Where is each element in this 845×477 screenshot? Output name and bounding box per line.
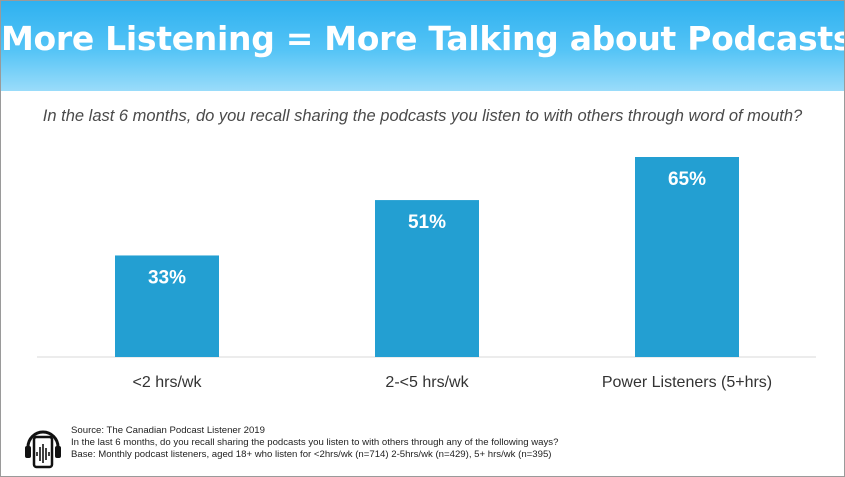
footnote-question: In the last 6 months, do you recall shar…	[71, 437, 559, 448]
category-label-2: 2-<5 hrs/wk	[385, 374, 469, 391]
bar-value-label-1: 33%	[148, 267, 186, 288]
footnote: Source: The Canadian Podcast Listener 20…	[71, 425, 558, 461]
footnote-base: Base: Monthly podcast listeners, aged 18…	[71, 449, 552, 460]
bar-value-label-2: 51%	[408, 212, 446, 233]
footnote-source: Source: The Canadian Podcast Listener 20…	[71, 425, 265, 436]
bar-2	[375, 200, 479, 357]
bar-3	[635, 157, 739, 357]
category-label-1: <2 hrs/wk	[133, 374, 203, 391]
slide-title: More Listening = More Talking about Podc…	[1, 19, 845, 58]
survey-question: In the last 6 months, do you recall shar…	[42, 107, 803, 125]
headphones-phone-icon	[25, 430, 61, 469]
bar-value-label-3: 65%	[668, 169, 706, 190]
title-banner: More Listening = More Talking about Podc…	[1, 1, 844, 91]
category-label-3: Power Listeners (5+hrs)	[602, 374, 772, 391]
bar-1	[115, 255, 219, 357]
